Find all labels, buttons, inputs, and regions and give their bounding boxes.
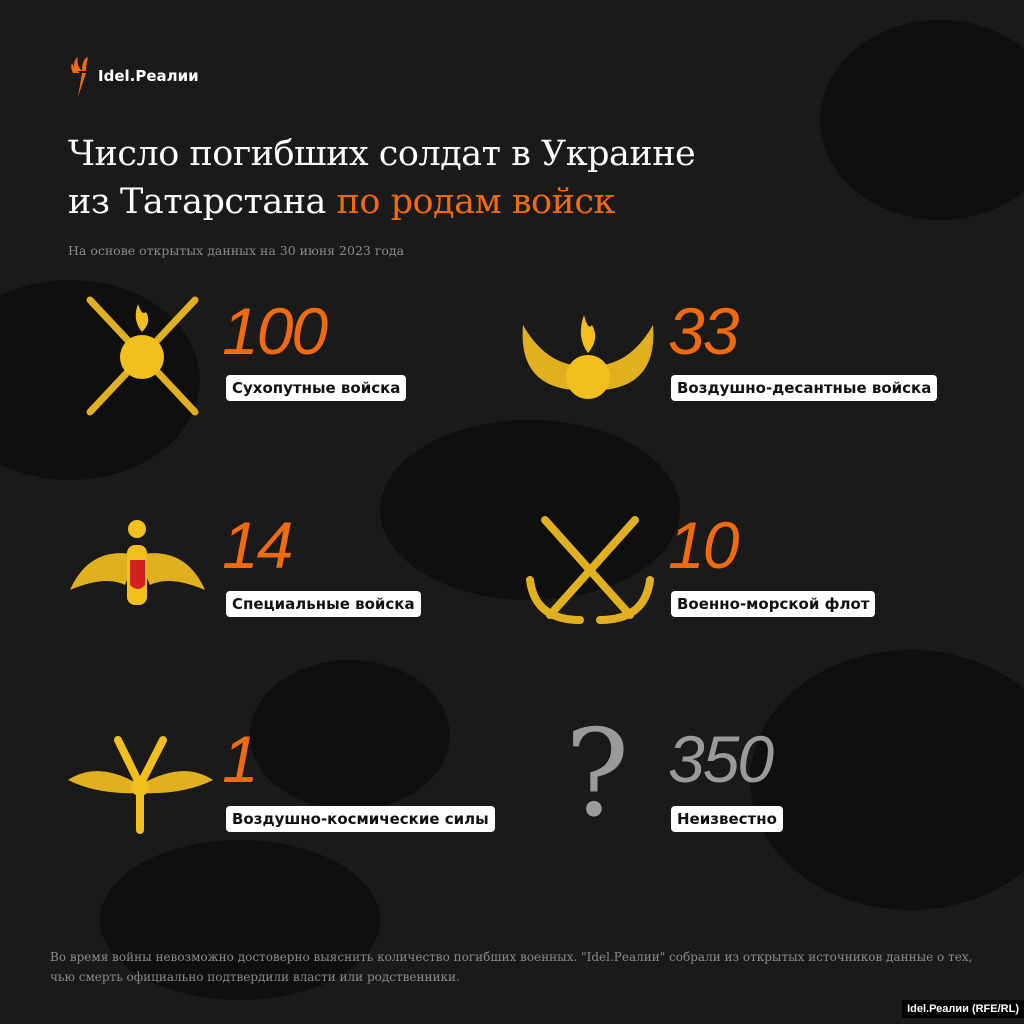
- logo-text: Idel.Реалии: [98, 67, 199, 85]
- stat-value: 14: [222, 508, 293, 582]
- stat-label: Воздушно-десантные войска: [671, 375, 938, 401]
- double-headed-eagle-emblem-icon: [70, 520, 205, 605]
- stat-value: 33: [668, 294, 739, 368]
- page-title: Число погибших солдат в Украине из Татар…: [68, 130, 696, 226]
- stat-label: Военно-морской флот: [671, 591, 876, 617]
- credit: Idel.Реалии (RFE/RL): [902, 1000, 1024, 1018]
- stat-label: Неизвестно: [671, 806, 783, 832]
- title-accent: по родам войск: [336, 182, 616, 222]
- brand-logo: Idel.Реалии: [70, 55, 199, 97]
- title-line-1: Число погибших солдат в Украине: [68, 134, 696, 174]
- title-plain: из Татарстана: [68, 182, 337, 222]
- subtitle: На основе открытых данных на 30 июня 202…: [68, 243, 405, 258]
- airborne-emblem-icon: [522, 315, 654, 399]
- stat-value: 10: [668, 508, 739, 582]
- crossed-anchors-emblem-icon: [526, 516, 654, 624]
- stat-value: 350: [668, 722, 774, 796]
- ground-forces-emblem-icon: [86, 296, 199, 416]
- aerospace-emblem-icon: [68, 736, 213, 834]
- footnote: Во время войны невозможно достоверно выя…: [50, 950, 973, 984]
- question-mark-icon: ?: [565, 705, 630, 844]
- title-line-2: из Татарстана по родам войск: [68, 178, 695, 226]
- stat-value: 100: [222, 294, 328, 368]
- torch-icon: [71, 57, 88, 97]
- stat-value: 1: [222, 722, 259, 796]
- stat-label: Сухопутные войска: [226, 375, 407, 401]
- stat-label: Специальные войска: [226, 591, 421, 617]
- stat-label: Воздушно-космические силы: [226, 806, 495, 832]
